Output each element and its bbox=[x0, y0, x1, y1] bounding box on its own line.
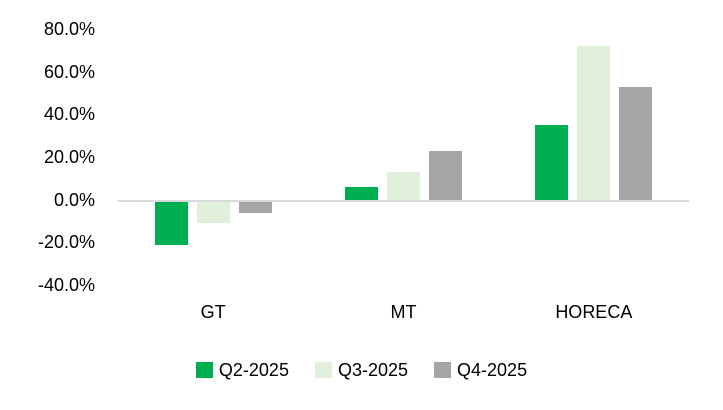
legend-swatch-q3-2025 bbox=[314, 362, 332, 378]
y-axis-tick-label: 40.0% bbox=[43, 104, 95, 125]
bar-gt-q2-2025 bbox=[155, 202, 188, 245]
y-axis-tick-label: 80.0% bbox=[43, 19, 95, 39]
y-axis: 80.0% 60.0% 40.0% 20.0% 0.0% -20.0% -40.0% bbox=[0, 0, 95, 340]
y-axis-tick-label: 20.0% bbox=[43, 147, 95, 167]
legend: Q2-2025 Q3-2025 Q4-2025 bbox=[0, 360, 723, 380]
legend-label: Q3-2025 bbox=[337, 360, 409, 380]
x-axis-category-labels: GT MT HORECA bbox=[118, 300, 689, 324]
y-axis-tick-label: -20.0% bbox=[37, 232, 95, 253]
bar-horeca-q4-2025 bbox=[619, 87, 652, 200]
y-axis-tick-label: -40.0% bbox=[37, 275, 95, 295]
legend-swatch-q4-2025 bbox=[434, 362, 452, 378]
legend-swatch-q2-2025 bbox=[195, 362, 213, 378]
y-axis-tick-label: 60.0% bbox=[43, 61, 95, 82]
bar-mt-q4-2025 bbox=[429, 151, 462, 200]
category-label-mt: MT bbox=[390, 302, 417, 322]
bar-gt-q3-2025 bbox=[197, 202, 230, 223]
legend-label: Q4-2025 bbox=[457, 360, 528, 380]
y-axis-tick-label: 0.0% bbox=[53, 189, 95, 210]
bar-horeca-q2-2025 bbox=[535, 125, 568, 200]
legend-item-q4-2025: Q4-2025 bbox=[434, 360, 527, 380]
category-label-horeca: HORECA bbox=[555, 302, 633, 322]
bar-mt-q2-2025 bbox=[345, 187, 378, 200]
legend-item-q3-2025: Q3-2025 bbox=[314, 360, 409, 380]
x-axis-line bbox=[118, 200, 689, 202]
legend-label: Q2-2025 bbox=[218, 360, 289, 380]
bar-mt-q3-2025 bbox=[387, 172, 420, 200]
bar-horeca-q3-2025 bbox=[577, 46, 610, 200]
bar-gt-q4-2025 bbox=[239, 202, 272, 213]
category-label-gt: GT bbox=[200, 302, 226, 322]
plot-area bbox=[118, 29, 689, 285]
legend-item-q2-2025: Q2-2025 bbox=[195, 360, 289, 380]
